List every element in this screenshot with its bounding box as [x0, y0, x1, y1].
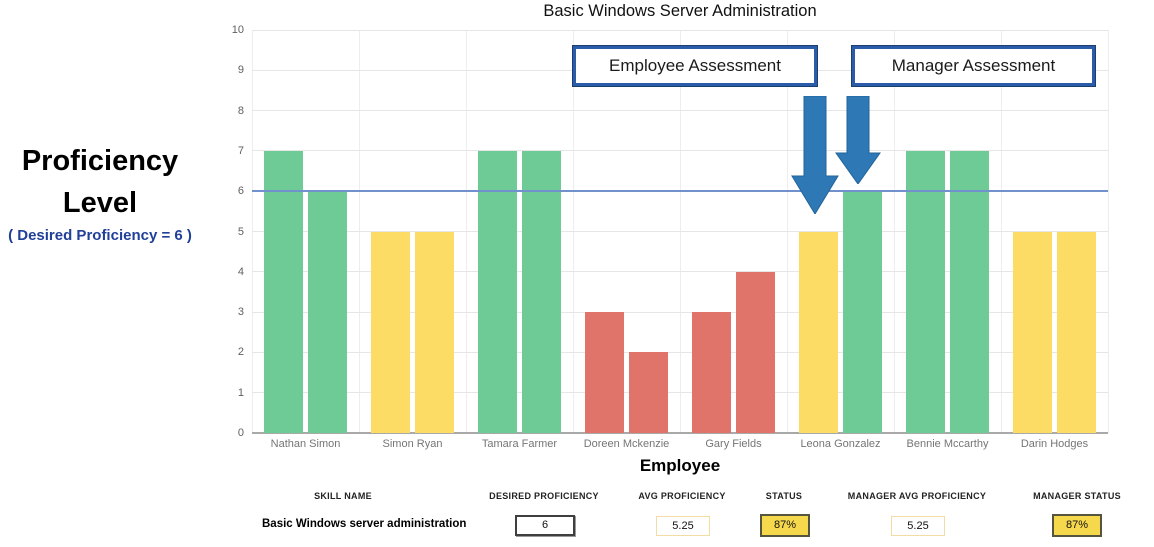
x-axis-category-label: Gary Fields: [705, 438, 762, 450]
bar-employee-assessment: [371, 231, 410, 433]
x-axis-category-label: Leona Gonzalez: [800, 438, 881, 450]
y-axis-tick-label: 9: [237, 64, 244, 77]
bar-manager-assessment: [522, 150, 561, 433]
table-header-avg-proficiency: AVG PROFICIENCY: [638, 491, 726, 501]
y-axis-title: Proficiency Level: [4, 140, 196, 224]
manager-avg-proficiency-value-box: 5.25: [891, 516, 945, 536]
chart-title: Basic Windows Server Administration: [543, 2, 817, 20]
y-axis-tick-label: 3: [237, 306, 244, 319]
h-gridline: [252, 231, 1108, 232]
y-axis-tick-label: 0: [237, 427, 244, 439]
bar-manager-assessment: [415, 231, 454, 433]
y-axis-tick-label: 6: [237, 185, 244, 198]
h-gridline: [252, 29, 1108, 31]
bar-employee-assessment: [585, 312, 624, 433]
y-axis-tick-label: 4: [237, 265, 244, 278]
bar-manager-assessment: [308, 191, 347, 433]
manager-status-badge: 87%: [1052, 514, 1102, 537]
desired-proficiency-note: ( Desired Proficiency = 6 ): [8, 227, 192, 244]
bar-manager-assessment: [629, 352, 668, 433]
desired-proficiency-line: [252, 190, 1108, 193]
x-axis-category-label: Bennie Mccarthy: [906, 438, 989, 450]
y-axis-tick-label: 2: [237, 346, 244, 359]
bar-employee-assessment: [692, 312, 731, 433]
x-axis-category-label: Simon Ryan: [382, 438, 443, 450]
y-axis-title-line1: Proficiency: [21, 145, 179, 177]
plot-area: 0 1 2 3 4 5 6 7 8 9 10 Nathan Simon Simon Ryan Tamara…: [232, 24, 1109, 450]
arrow-down-icon: [791, 96, 839, 214]
employee-assessment-label: Employee Assessment: [609, 56, 781, 75]
h-gridline: [252, 150, 1108, 152]
table-header-status: STATUS: [765, 491, 803, 501]
h-gridline: [252, 271, 1108, 273]
x-axis-line: [252, 432, 1108, 434]
y-axis-tick-label: 8: [237, 104, 244, 117]
bar-employee-assessment: [478, 150, 517, 433]
h-gridline: [252, 392, 1108, 394]
bar-manager-assessment: [843, 191, 882, 433]
y-axis-title-panel: Proficiency Level ( Desired Proficiency …: [4, 140, 196, 244]
table-header-desired-proficiency: DESIRED PROFICIENCY: [489, 491, 599, 501]
x-axis-category-label: Tamara Farmer: [481, 438, 558, 450]
bar-manager-assessment: [950, 150, 989, 433]
employee-assessment-callout: Employee Assessment: [573, 46, 817, 86]
avg-proficiency-value-box: 5.25: [656, 516, 710, 536]
table-header-manager-avg-proficiency: MANAGER AVG PROFICIENCY: [847, 491, 987, 501]
y-axis-tick-label: 10: [231, 24, 244, 36]
y-axis-title-line2: Level: [62, 187, 138, 219]
manager-assessment-label: Manager Assessment: [891, 56, 1056, 75]
bar-employee-assessment: [799, 231, 838, 433]
skill-name-value: Basic Windows server administration: [262, 518, 467, 530]
desired-proficiency-value-box: 6: [515, 515, 575, 536]
y-axis-tick-label: 1: [237, 386, 244, 399]
x-axis-category-label: Darin Hodges: [1020, 438, 1089, 450]
x-axis-category-label: Nathan Simon: [270, 438, 341, 450]
x-axis-category-label: Doreen Mckenzie: [583, 438, 670, 450]
h-gridline: [252, 351, 1108, 353]
table-header-manager-status: MANAGER STATUS: [1033, 491, 1121, 501]
bar-employee-assessment: [906, 150, 945, 433]
bar-employee-assessment: [1013, 231, 1052, 433]
bar-employee-assessment: [264, 150, 303, 433]
y-axis-tick-label: 5: [237, 225, 244, 238]
arrow-down-icon: [835, 96, 881, 184]
x-axis-title: Employee: [639, 456, 721, 475]
y-axis-tick-label: 7: [237, 144, 244, 157]
bar-manager-assessment: [1057, 231, 1096, 433]
h-gridline: [252, 110, 1108, 112]
bar-manager-assessment: [736, 271, 775, 433]
manager-assessment-callout: Manager Assessment: [852, 46, 1095, 86]
v-gridline: [1107, 30, 1109, 433]
status-badge: 87%: [760, 514, 810, 537]
table-header-skill-name: SKILL NAME: [314, 491, 372, 501]
h-gridline: [252, 311, 1108, 313]
